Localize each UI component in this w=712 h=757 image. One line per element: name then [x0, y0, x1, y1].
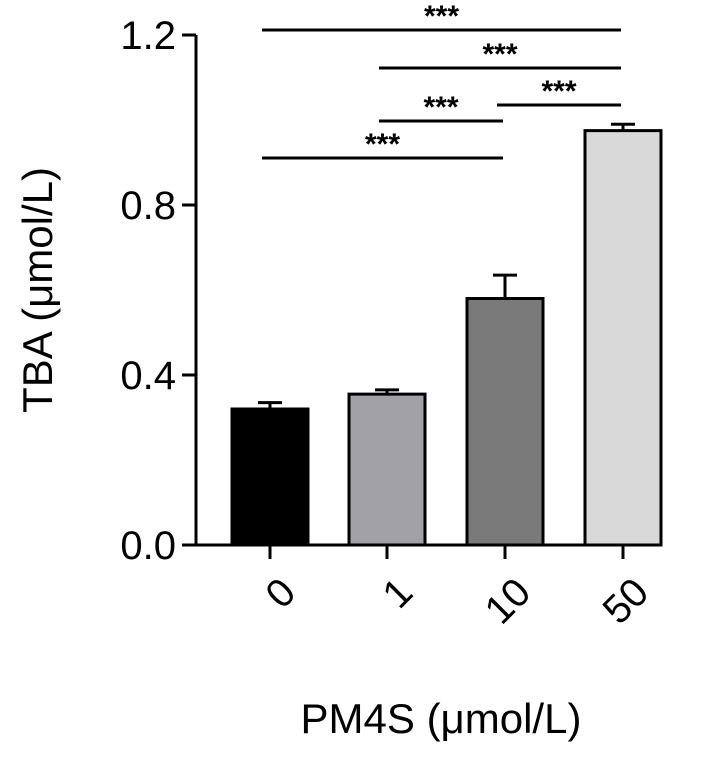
y-tick-label-1.2: 1.2	[120, 14, 176, 58]
x-axis: 0 1 10 50	[196, 543, 658, 633]
significance-label-2: ***	[482, 38, 517, 71]
error-bars-group	[258, 122, 635, 409]
significance-label-1: ***	[424, 0, 459, 33]
bar-1	[347, 392, 427, 547]
bar-10	[465, 297, 545, 547]
significance-label-5: ***	[365, 128, 400, 161]
y-tick-label-0.4: 0.4	[120, 354, 176, 398]
bar-50	[583, 129, 663, 547]
bars-group	[230, 129, 663, 547]
x-tick-label-0: 0	[257, 570, 304, 617]
x-tick-label-50: 50	[595, 570, 658, 633]
bar-0	[230, 407, 310, 547]
significance-label-4: ***	[541, 75, 576, 108]
x-tick-label-1: 1	[374, 570, 421, 617]
y-tick-label-0.0: 0.0	[120, 524, 176, 568]
significance-label-3: ***	[423, 91, 458, 124]
y-axis: 0.0 0.4 0.8 1.2	[120, 14, 198, 568]
x-tick-label-10: 10	[477, 570, 540, 633]
y-tick-label-0.8: 0.8	[120, 184, 176, 228]
significance-group: *** *** *** *** ***	[262, 0, 621, 161]
x-axis-title: PM4S (μmol/L)	[301, 695, 582, 742]
y-axis-title: TBA (μmol/L)	[14, 167, 61, 413]
